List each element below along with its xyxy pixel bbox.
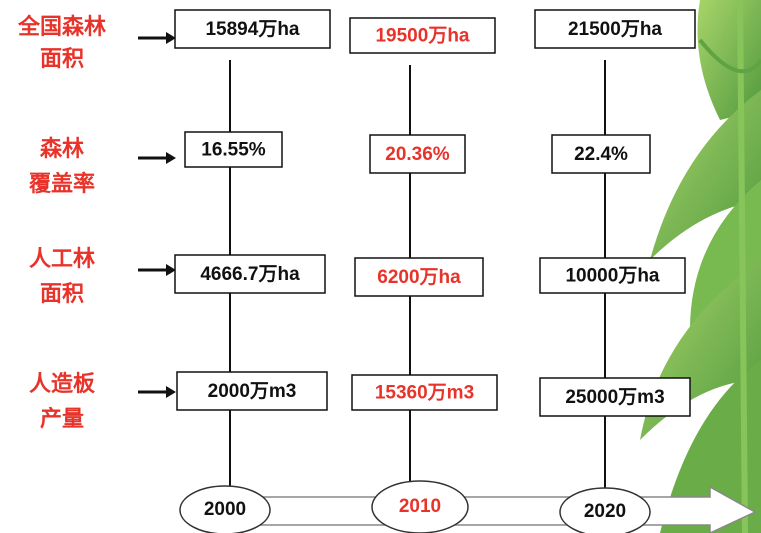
row-label: 森林 [40,136,84,162]
value-text: 4666.7万ha [200,264,300,285]
row-label: 产量 [40,406,84,432]
value-text: 16.55% [201,140,266,161]
value-text: 2000万m3 [208,381,297,402]
value-text: 22.4% [574,144,628,165]
value-box [539,257,686,294]
value-box [534,9,696,49]
value-text: 10000万ha [565,266,659,287]
value-box [174,254,326,294]
row-label: 面积 [40,46,84,72]
value-text: 20.36% [385,144,450,165]
year-ellipse [371,480,469,533]
year-label: 2000 [204,499,246,520]
value-text: 25000万m3 [565,387,664,408]
row-label: 面积 [40,281,84,307]
year-ellipse [179,485,271,533]
value-text: 15894万ha [205,19,299,40]
year-label: 2020 [584,501,626,522]
year-label: 2010 [399,496,441,517]
value-text: 19500万ha [375,26,469,47]
arrow-head [166,152,176,164]
value-box [369,134,466,174]
value-box [551,134,651,174]
row-label: 覆盖率 [28,171,95,197]
arrow-head [166,264,176,276]
arrow-head [166,386,176,398]
value-text: 15360万m3 [375,383,474,404]
value-box [184,131,283,168]
value-box [539,377,691,417]
value-box [176,371,328,411]
row-label: 全国森林 [17,14,106,40]
arrow-head [166,32,176,44]
row-label: 人工林 [29,246,95,272]
value-text: 21500万ha [568,19,662,40]
value-box [349,17,496,54]
year-ellipse [559,487,651,533]
value-box [174,9,331,49]
value-box [351,374,498,411]
value-box [354,257,484,297]
row-label: 人造板 [29,371,96,397]
value-text: 6200万ha [377,267,461,288]
